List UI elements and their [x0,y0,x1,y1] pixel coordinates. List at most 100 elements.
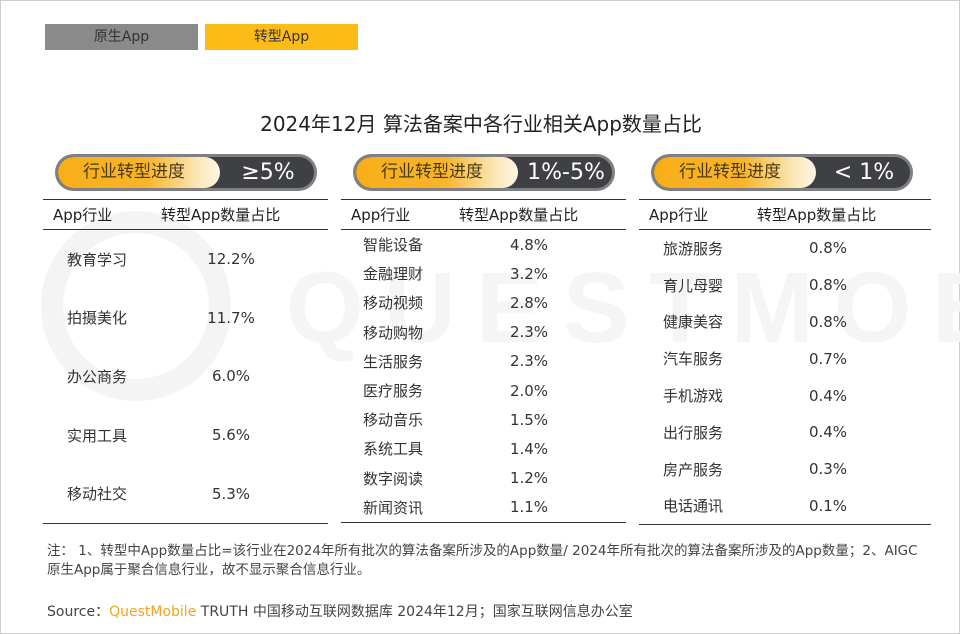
progress-badge-label: 行业转型进度 [356,157,518,188]
industry-cell: 移动社交 [67,485,128,504]
industry-cell: 房产服务 [663,460,724,479]
legend-native-app: 原生App [45,24,198,50]
header-industry: App行业 [53,206,113,224]
industry-cell: 移动购物 [363,323,424,342]
panel-high-progress: 行业转型进度 ≥5% App行业 转型App数量占比 教育学习 12.2% 拍摄美… [43,154,328,524]
share-cell: 2.8% [509,293,549,312]
table-row: 手机游戏 0.4% [639,377,931,414]
table-body: 教育学习 12.2% 拍摄美化 11.7% 办公商务 6.0% 实用工具 5.6% 移动… [43,230,328,524]
industry-cell: 汽车服务 [663,350,724,369]
progress-badge-label: 行业转型进度 [58,157,220,188]
industry-cell: 出行服务 [663,423,724,442]
source-line: Source：QuestMobile TRUTH 中国移动互联网数据库 2024… [47,601,633,621]
share-cell: 0.4% [808,423,848,442]
industry-cell: 电话通讯 [663,497,724,516]
table-row: 智能设备 4.8% [341,230,626,259]
progress-badge-value: ≥5% [241,160,295,185]
share-cell: 12.2% [207,250,255,269]
share-cell: 3.2% [509,264,549,283]
share-cell: 2.3% [509,323,549,342]
source-brand: QuestMobile [109,604,197,620]
share-cell: 0.7% [808,349,848,368]
industry-cell: 系统工具 [363,440,424,459]
share-cell: 4.8% [509,235,549,254]
share-cell: 0.8% [808,312,848,331]
table-row: 健康美容 0.8% [639,304,931,341]
table-row: 教育学习 12.2% [43,230,328,289]
legend-transformed-app: 转型App [205,24,358,50]
source-prefix: Source： [47,604,110,620]
table-row: 新闻资讯 1.1% [341,493,626,522]
share-cell: 1.5% [509,410,549,429]
table-row: 移动音乐 1.5% [341,405,626,434]
share-cell: 2.0% [509,381,549,400]
table-row: 育儿母婴 0.8% [639,267,931,304]
table-row: 办公商务 6.0% [43,347,328,406]
table-row: 移动视频 2.8% [341,288,626,317]
table-row: 金融理财 3.2% [341,259,626,288]
progress-badge: 行业转型进度 ≥5% [55,154,317,191]
table-row: 电话通讯 0.1% [639,488,931,525]
table-header: App行业 转型App数量占比 [43,199,328,230]
industry-cell: 手机游戏 [663,387,724,406]
table-row: 拍摄美化 11.7% [43,289,328,348]
industry-cell: 教育学习 [67,250,128,269]
industry-cell: 生活服务 [363,352,424,371]
table-row: 系统工具 1.4% [341,434,626,463]
progress-badge: 行业转型进度 < 1% [651,154,913,191]
share-cell: 0.1% [808,496,848,515]
panel-low-progress: 行业转型进度 < 1% App行业 转型App数量占比 旅游服务 0.8% 育儿母… [639,154,931,526]
table-body: 智能设备 4.8% 金融理财 3.2% 移动视频 2.8% 移动购物 2.3% 生活服务… [341,230,626,523]
header-industry: App行业 [649,206,709,224]
table-row: 出行服务 0.4% [639,414,931,451]
industry-cell: 智能设备 [363,236,424,255]
share-cell: 5.3% [211,484,251,503]
table-row: 汽车服务 0.7% [639,340,931,377]
industry-cell: 新闻资讯 [363,498,424,517]
industry-cell: 实用工具 [67,426,128,445]
footnote: 注： 1、转型中App数量占比=该行业在2024年所有批次的算法备案所涉及的Ap… [47,543,918,578]
table-row: 医疗服务 2.0% [341,376,626,405]
progress-badge: 行业转型进度 1%-5% [353,154,615,191]
progress-badge-value: 1%-5% [527,160,605,185]
industry-cell: 拍摄美化 [67,309,128,328]
industry-cell: 育儿母婴 [663,276,724,295]
chart-title: 2024年12月 算法备案中各行业相关App数量占比 [260,112,702,136]
table-header: App行业 转型App数量占比 [341,199,626,230]
table-row: 移动社交 5.3% [43,464,328,523]
progress-badge-value: < 1% [833,160,895,185]
table-header: App行业 转型App数量占比 [639,199,931,230]
header-share: 转型App数量占比 [459,206,579,224]
share-cell: 0.8% [808,239,848,258]
share-cell: 0.3% [808,460,848,479]
industry-cell: 移动音乐 [363,411,424,430]
table-row: 实用工具 5.6% [43,406,328,465]
table-body: 旅游服务 0.8% 育儿母婴 0.8% 健康美容 0.8% 汽车服务 0.7% 手机游戏… [639,230,931,526]
table-row: 旅游服务 0.8% [639,230,931,267]
industry-cell: 移动视频 [363,294,424,313]
industry-cell: 健康美容 [663,313,724,332]
table-row: 移动购物 2.3% [341,318,626,347]
share-cell: 5.6% [211,426,251,445]
source-rest: TRUTH 中国移动互联网数据库 2024年12月；国家互联网信息办公室 [196,604,633,620]
progress-badge-label: 行业转型进度 [654,157,816,188]
table-row: 房产服务 0.3% [639,451,931,488]
share-cell: 1.2% [509,469,549,488]
share-cell: 0.8% [808,276,848,295]
table-row: 生活服务 2.3% [341,347,626,376]
header-industry: App行业 [351,206,411,224]
share-cell: 0.4% [808,386,848,405]
share-cell: 2.3% [509,352,549,371]
industry-cell: 医疗服务 [363,382,424,401]
table-row: 数字阅读 1.2% [341,464,626,493]
industry-cell: 旅游服务 [663,239,724,258]
header-share: 转型App数量占比 [757,206,877,224]
share-cell: 6.0% [211,367,251,386]
share-cell: 11.7% [207,308,255,327]
share-cell: 1.4% [509,439,549,458]
industry-cell: 办公商务 [67,367,128,386]
panel-mid-progress: 行业转型进度 1%-5% App行业 转型App数量占比 智能设备 4.8% 金融… [341,154,626,523]
industry-cell: 数字阅读 [363,469,424,488]
header-share: 转型App数量占比 [161,206,281,224]
industry-cell: 金融理财 [363,265,424,284]
